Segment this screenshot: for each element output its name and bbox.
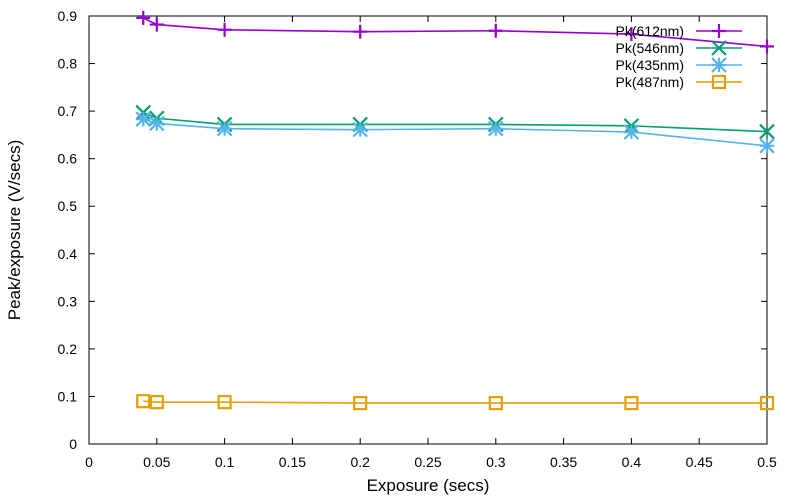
x-tick-label: 0.15 [279, 454, 306, 470]
legend: Pk(612nm)Pk(546nm)Pk(435nm)Pk(487nm) [616, 23, 742, 90]
x-tick-label: 0.3 [486, 454, 506, 470]
legend-swatch-marker [712, 24, 726, 38]
data-point [136, 10, 151, 25]
y-axis-title: Peak/exposure (V/secs) [5, 140, 24, 320]
x-tick-label: 0.35 [550, 454, 577, 470]
y-tick-label: 0.2 [58, 341, 78, 357]
data-point [149, 115, 165, 132]
x-tick-label: 0.4 [622, 454, 642, 470]
x-tick-label: 0.05 [143, 454, 170, 470]
x-tick-label: 0 [85, 454, 93, 470]
legend-label: Pk(612nm) [616, 23, 684, 39]
series-line [142, 118, 768, 147]
data-point [136, 394, 151, 409]
legend-label: Pk(546nm) [616, 40, 684, 56]
data-point [149, 395, 164, 410]
data-point [353, 396, 368, 411]
series-group [135, 111, 775, 154]
data-point [353, 24, 368, 39]
y-tick-label: 0.7 [58, 103, 78, 119]
legend-item: Pk(435nm) [616, 57, 742, 73]
y-tick-label: 0.9 [58, 8, 78, 24]
y-tick-label: 0.6 [58, 151, 78, 167]
x-tick-label: 0.1 [215, 454, 235, 470]
y-tick-label: 0.5 [58, 198, 78, 214]
data-point [759, 123, 775, 140]
legend-swatch-marker [711, 40, 727, 56]
data-point [217, 395, 232, 410]
legend-swatch-marker [711, 57, 727, 73]
legend-item: Pk(612nm) [616, 23, 742, 39]
x-axis: 0 0.05 0.1 0.15 0.2 0.25 0.3 0.35 0.4 0.45 0.5 [85, 16, 777, 470]
legend-label: Pk(435nm) [616, 57, 684, 73]
data-point [759, 396, 775, 411]
data-point [759, 138, 775, 154]
x-axis-title: Exposure (secs) [367, 476, 490, 495]
y-tick-label: 0.3 [58, 293, 78, 309]
data-point [488, 396, 503, 411]
x-tick-label: 0.2 [350, 454, 370, 470]
x-tick-label: 0.5 [757, 454, 777, 470]
legend-item: Pk(487nm) [616, 74, 742, 90]
y-tick-label: 0.1 [58, 388, 78, 404]
data-point [760, 39, 774, 54]
legend-item: Pk(546nm) [616, 40, 742, 56]
y-tick-label: 0.8 [58, 56, 78, 72]
data-point [624, 27, 639, 42]
data-point [488, 23, 503, 38]
x-tick-label: 0.45 [686, 454, 713, 470]
data-point [623, 124, 640, 140]
y-tick-label: 0 [69, 436, 77, 452]
series-line [143, 400, 767, 404]
data-point [135, 111, 152, 127]
data-point [624, 396, 639, 411]
data-point [149, 17, 164, 32]
data-point [216, 120, 233, 137]
legend-label: Pk(487nm) [616, 74, 684, 90]
y-tick-label: 0.4 [58, 246, 78, 262]
y-axis: 0 0.1 0.2 0.3 0.4 0.5 0.6 0.7 0.8 0.9 [58, 8, 767, 452]
data-point [352, 121, 368, 138]
series-group [136, 394, 775, 411]
series-layer [135, 10, 775, 411]
data-point [217, 22, 232, 37]
series-group [136, 10, 774, 54]
data-point [488, 120, 504, 137]
x-tick-label: 0.25 [414, 454, 441, 470]
legend-swatch-marker [711, 74, 727, 90]
